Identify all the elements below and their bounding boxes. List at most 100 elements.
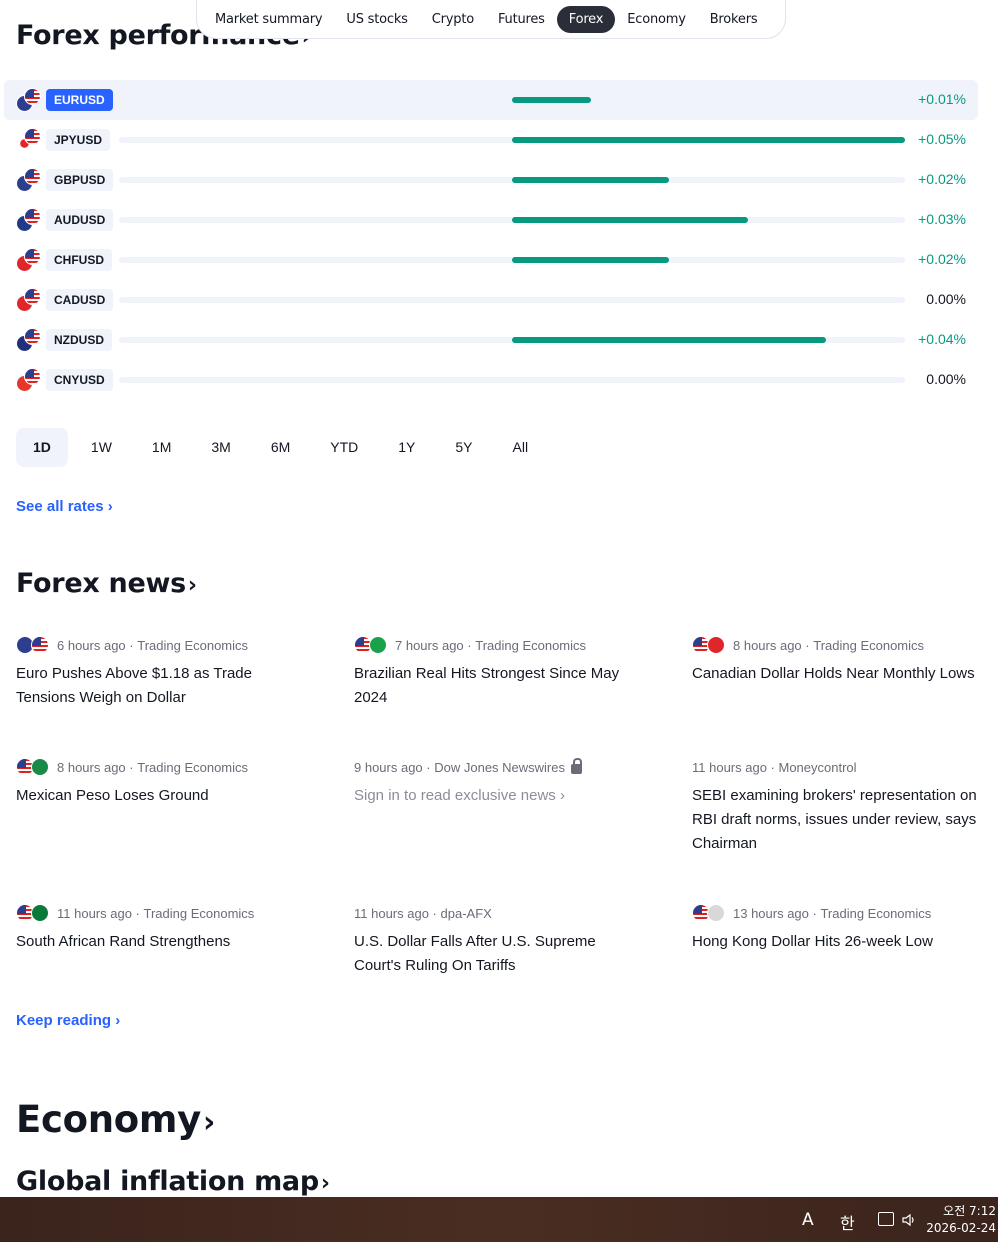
period-tab-5y[interactable]: 5Y [455, 439, 473, 455]
volume-icon[interactable] [902, 1212, 916, 1227]
ticker-label[interactable]: GBPUSD [46, 169, 114, 191]
news-item[interactable]: 13 hours ago · Trading Economics Hong Kon… [692, 902, 982, 954]
news-headline[interactable]: U.S. Dollar Falls After U.S. Supreme Cou… [354, 930, 644, 978]
global-inflation-map-title[interactable]: Global inflation map› [16, 1166, 330, 1197]
news-headline[interactable]: Euro Pushes Above $1.18 as Trade Tension… [16, 662, 306, 710]
period-tabs: 1D 1W 1M 3M 6M YTD 1Y 5Y All [16, 428, 551, 467]
forex-row-audusd[interactable]: AUDUSD +0.03% [4, 200, 978, 240]
ticker-label[interactable]: CHFUSD [46, 249, 112, 271]
ime-mode-korean[interactable]: 한 [840, 1214, 855, 1233]
news-headline[interactable]: Mexican Peso Loses Ground [16, 784, 306, 808]
ime-mode-a[interactable]: A [802, 1210, 814, 1230]
news-currency-flags-icon [16, 758, 54, 776]
news-headline-text: Sign in to read exclusive news [354, 787, 556, 804]
news-headline[interactable]: SEBI examining brokers' representation o… [692, 784, 982, 856]
period-tab-ytd[interactable]: YTD [330, 439, 359, 455]
news-headline[interactable]: Brazilian Real Hits Strongest Since May … [354, 662, 644, 710]
flag-icon [31, 904, 49, 922]
news-source: Dow Jones Newswires [434, 759, 565, 775]
usd-flag-icon [24, 368, 41, 385]
news-meta: 13 hours ago · Trading Economics [692, 902, 982, 924]
separator-dot: · [766, 759, 779, 775]
news-meta: 6 hours ago · Trading Economics [16, 634, 306, 656]
nav-economy[interactable]: Economy [627, 11, 686, 27]
news-headline[interactable]: South African Rand Strengthens [16, 930, 306, 954]
news-time: 11 hours ago [354, 905, 429, 921]
forex-row-cadusd[interactable]: CADUSD 0.00% [4, 280, 978, 320]
currency-flags-icon [16, 248, 42, 272]
news-item[interactable]: 6 hours ago · Trading Economics Euro Push… [16, 634, 306, 710]
news-item[interactable]: 9 hours ago · Dow Jones Newswires Sign in… [354, 756, 644, 808]
nav-us-stocks[interactable]: US stocks [346, 11, 408, 27]
news-source: Trading Economics [137, 759, 249, 775]
forex-news-title[interactable]: Forex news› [16, 568, 197, 599]
news-meta: 11 hours ago · dpa-AFX [354, 902, 644, 924]
ticker-label[interactable]: AUDUSD [46, 209, 114, 231]
news-time: 13 hours ago [733, 905, 809, 921]
currency-flags-icon [16, 168, 42, 192]
news-item[interactable]: 11 hours ago · dpa-AFX U.S. Dollar Falls … [354, 902, 644, 978]
period-tab-6m[interactable]: 6M [270, 439, 291, 455]
flag-icon [31, 636, 49, 654]
ticker-label[interactable]: NZDUSD [46, 329, 112, 351]
separator-dot: · [801, 637, 814, 653]
change-percent: +0.03% [918, 211, 966, 227]
keep-reading-link[interactable]: Keep reading › [16, 1012, 120, 1029]
taskbar-clock[interactable]: 오전 7:12 2026-02-24 [926, 1203, 996, 1237]
change-percent: +0.02% [918, 171, 966, 187]
news-item[interactable]: 8 hours ago · Trading Economics Mexican P… [16, 756, 306, 808]
see-all-rates-link[interactable]: See all rates › [16, 498, 113, 515]
clock-date: 2026-02-24 [926, 1221, 996, 1235]
nav-crypto[interactable]: Crypto [431, 11, 474, 27]
see-all-rates-label: See all rates [16, 498, 104, 515]
separator-dot: · [125, 637, 138, 653]
currency-flags-icon [16, 128, 42, 152]
forex-row-chfusd[interactable]: CHFUSD +0.02% [4, 240, 978, 280]
period-tab-3m[interactable]: 3M [211, 439, 231, 455]
period-tab-all[interactable]: All [512, 439, 529, 455]
performance-bar-fill [512, 217, 748, 223]
usd-flag-icon [24, 168, 41, 185]
news-item[interactable]: 11 hours ago · Moneycontrol SEBI examinin… [692, 756, 982, 856]
lock-icon [571, 758, 582, 774]
news-item[interactable]: 7 hours ago · Trading Economics Brazilian… [354, 634, 644, 710]
network-icon[interactable] [878, 1212, 894, 1226]
forex-row-gbpusd[interactable]: GBPUSD +0.02% [4, 160, 978, 200]
forex-row-nzdusd[interactable]: NZDUSD +0.04% [4, 320, 978, 360]
period-tab-1d[interactable]: 1D [16, 428, 68, 467]
news-meta: 7 hours ago · Trading Economics [354, 634, 644, 656]
period-tab-1m[interactable]: 1M [151, 439, 172, 455]
nav-market-summary[interactable]: Market summary [215, 11, 323, 27]
currency-flags-icon [16, 368, 42, 392]
news-headline[interactable]: Sign in to read exclusive news › [354, 784, 644, 808]
change-percent: +0.04% [918, 331, 966, 347]
news-item[interactable]: 8 hours ago · Trading Economics Canadian … [692, 634, 982, 686]
news-headline[interactable]: Hong Kong Dollar Hits 26-week Low [692, 930, 982, 954]
ticker-label[interactable]: JPYUSD [46, 129, 111, 151]
flag-icon [369, 636, 387, 654]
news-headline[interactable]: Canadian Dollar Holds Near Monthly Lows [692, 662, 982, 686]
chevron-right-icon: › [320, 1171, 330, 1196]
news-currency-flags-icon [692, 636, 730, 654]
news-item[interactable]: 11 hours ago · Trading Economics South Af… [16, 902, 306, 954]
performance-bar-fill [512, 177, 670, 183]
news-time: 11 hours ago [692, 759, 767, 775]
news-headline-text: Hong Kong Dollar Hits 26-week Low [692, 933, 933, 950]
currency-flags-icon [16, 328, 42, 352]
forex-row-eurusd[interactable]: EURUSD +0.01% [4, 80, 978, 120]
forex-row-cnyusd[interactable]: CNYUSD 0.00% [4, 360, 978, 400]
nav-futures[interactable]: Futures [497, 11, 545, 27]
usd-flag-icon [24, 248, 41, 265]
period-tab-1y[interactable]: 1Y [398, 439, 416, 455]
performance-bar-fill [512, 97, 591, 103]
ticker-label[interactable]: CNYUSD [46, 369, 113, 391]
forex-row-jpyusd[interactable]: JPYUSD +0.05% [4, 120, 978, 160]
nav-brokers[interactable]: Brokers [709, 11, 758, 27]
economy-title[interactable]: Economy› [16, 1098, 215, 1141]
ticker-label[interactable]: CADUSD [46, 289, 114, 311]
period-tab-1w[interactable]: 1W [90, 439, 112, 455]
performance-bar-track [119, 137, 905, 143]
ticker-label[interactable]: EURUSD [46, 89, 113, 111]
performance-bar-fill [512, 337, 827, 343]
nav-forex[interactable]: Forex [556, 5, 616, 33]
